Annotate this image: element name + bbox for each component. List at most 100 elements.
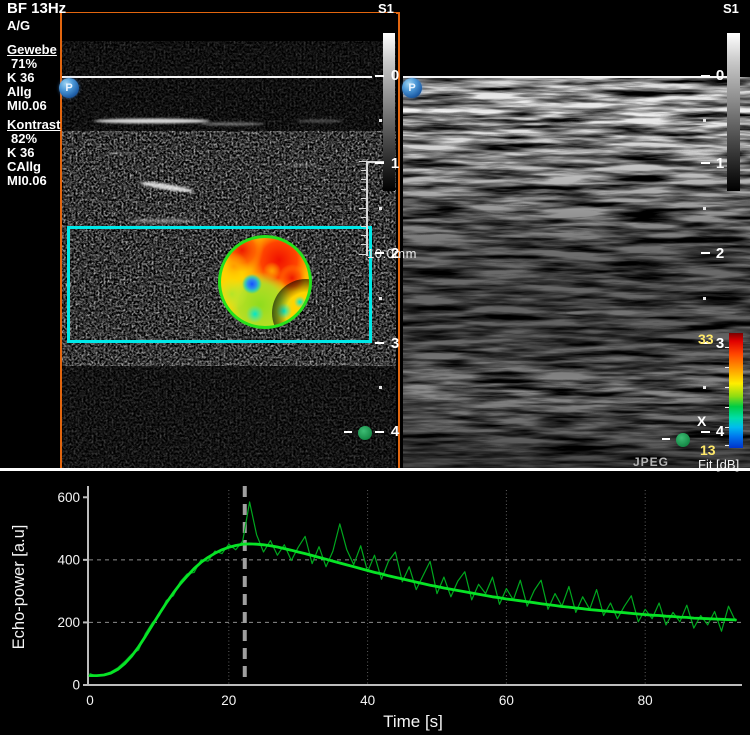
colorbar-max-label: 33 — [698, 331, 714, 347]
depth-tick — [375, 75, 384, 77]
x-tick-label: 0 — [86, 693, 94, 708]
tissue-gain-percent: 71% — [11, 56, 38, 71]
depth-label: 4 — [390, 423, 400, 440]
x-tick-label: 40 — [360, 693, 375, 708]
bmode-image-panel[interactable] — [401, 13, 750, 468]
contrast-title: Kontrast — [7, 117, 61, 132]
focus-tick — [344, 431, 352, 433]
contrast-mode: CAllg — [7, 159, 41, 174]
focus-marker-icon[interactable] — [358, 426, 372, 440]
x-tick-label: 20 — [221, 693, 236, 708]
tissue-settings-block: Gewebe 71% K 36 Allg MI0.06 — [7, 43, 57, 113]
depth-label: 0 — [715, 67, 725, 84]
left-grayscale-bar — [383, 33, 395, 191]
caliper-tick — [359, 208, 368, 209]
depth-half-tick — [703, 207, 706, 210]
depth-tick — [701, 162, 710, 164]
y-tick-label: 0 — [72, 678, 80, 693]
depth-half-tick — [379, 119, 382, 122]
caliper-tick — [359, 254, 368, 255]
depth-half-tick — [379, 297, 382, 300]
ag-label: A/G — [7, 18, 31, 33]
caliper-tick — [359, 161, 368, 162]
right-ultrasound-image — [403, 77, 750, 468]
x-marker: X — [697, 413, 707, 429]
depth-half-tick — [379, 207, 382, 210]
active-panel-border-right — [398, 12, 400, 469]
y-tick-label: 400 — [57, 552, 80, 567]
depth-half-tick — [703, 297, 706, 300]
depth-label: 2 — [715, 245, 725, 262]
caliper-tick — [361, 244, 367, 245]
caliper-tick — [361, 189, 367, 190]
contrast-k-value: K 36 — [7, 145, 35, 160]
skin-line-right — [403, 76, 727, 78]
tissue-title: Gewebe — [7, 42, 57, 57]
colorbar-min-label: 13 — [700, 442, 716, 458]
depth-label: 2 — [390, 245, 400, 262]
image-format-badge: JPEG — [633, 455, 670, 469]
section-divider — [0, 468, 750, 471]
depth-tick — [701, 75, 710, 77]
series-fitted-curve — [88, 542, 737, 678]
right-grayscale-bar — [727, 33, 740, 191]
ultrasound-dual-view: BF 13Hz A/G Gewebe 71% K 36 Allg MI0.06 … — [7, 0, 750, 472]
caliper-tick — [361, 198, 367, 199]
caliper-tick — [361, 226, 367, 227]
focus-tick — [662, 438, 670, 440]
left-transducer-label: S1 — [378, 1, 394, 16]
x-axis-title: Time [s] — [383, 712, 443, 731]
tissue-k-value: K 36 — [7, 70, 35, 85]
echo-power-chart: 0 200 400 600 0 20 40 60 80 Echo-power [a.u] Time … — [10, 486, 742, 731]
y-axis-title: Echo-power [a.u] — [10, 525, 28, 650]
frame-rate-label: BF 13Hz — [7, 0, 67, 17]
analysis-roi-rect[interactable] — [67, 226, 372, 343]
depth-tick — [375, 342, 384, 344]
depth-half-tick — [703, 119, 706, 122]
left-ultrasound-image — [62, 41, 396, 468]
depth-half-tick — [379, 386, 382, 389]
caliper-tick — [361, 235, 367, 236]
depth-label: 0 — [390, 67, 400, 84]
probe-marker-icon[interactable]: P — [402, 78, 422, 98]
right-transducer-label: S1 — [723, 1, 739, 16]
caliper-tick — [361, 170, 367, 171]
colorbar-tick — [725, 367, 729, 368]
skin-line-left — [62, 76, 372, 78]
contrast-image-panel[interactable] — [62, 13, 396, 468]
colorbar-tick — [725, 387, 729, 388]
y-tick-label: 600 — [57, 490, 80, 505]
x-tick-label: 60 — [499, 693, 514, 708]
focus-marker-icon[interactable] — [676, 433, 690, 447]
depth-half-tick — [703, 386, 706, 389]
contrast-settings-block: Kontrast 82% K 36 CAllg MI0.06 — [7, 118, 60, 188]
depth-label: 3 — [715, 335, 725, 352]
tissue-mi-value: MI0.06 — [7, 98, 47, 113]
y-tick-label: 200 — [57, 615, 80, 630]
depth-label: 3 — [390, 335, 400, 352]
bottom-divider — [0, 735, 750, 740]
depth-tick — [375, 431, 384, 433]
depth-tick — [701, 252, 710, 254]
depth-tick — [701, 342, 710, 344]
caliper-measurement-label: 10.0mm — [367, 246, 417, 261]
contrast-mi-value: MI0.06 — [7, 173, 47, 188]
active-panel-border-left — [60, 12, 62, 469]
contrast-gain-percent: 82% — [11, 131, 38, 146]
series-raw-echo-power — [89, 501, 737, 677]
caliper-tick — [361, 217, 367, 218]
colorbar-tick — [725, 407, 729, 408]
depth-label: 4 — [715, 423, 725, 440]
probe-marker-icon[interactable]: P — [59, 78, 79, 98]
depth-tick — [375, 252, 384, 254]
caliper-tick — [361, 179, 367, 180]
colorbar-tick — [725, 427, 729, 428]
depth-tick — [701, 431, 710, 433]
depth-label: 1 — [390, 155, 400, 172]
fit-db-colorbar — [729, 333, 743, 448]
perfusion-roi-circle[interactable] — [218, 235, 312, 329]
depth-tick — [375, 162, 384, 164]
x-tick-label: 80 — [638, 693, 653, 708]
tissue-mode: Allg — [7, 84, 32, 99]
